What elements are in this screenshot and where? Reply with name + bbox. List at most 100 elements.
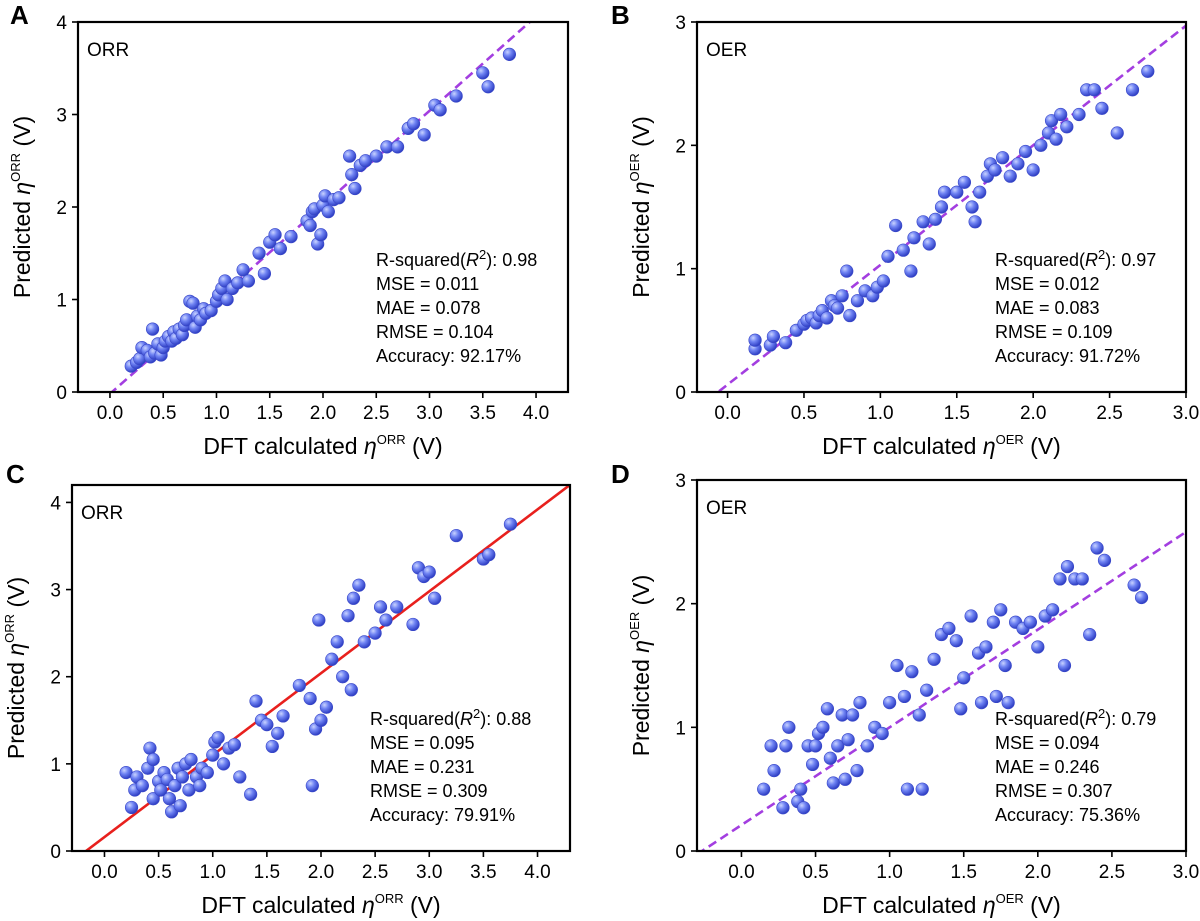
- data-point: [502, 47, 517, 61]
- data-point: [352, 578, 366, 592]
- data-point: [449, 528, 463, 543]
- dataset-label: ORR: [87, 40, 129, 61]
- data-point: [1003, 169, 1017, 183]
- data-point: [964, 609, 978, 623]
- data-point: [897, 689, 912, 704]
- x-tick-label: 3.5: [470, 403, 496, 424]
- data-point: [920, 683, 934, 697]
- stat-rmse: RMSE = 0.109: [995, 322, 1113, 342]
- data-point: [1110, 126, 1124, 140]
- plot-area: [110, 22, 532, 392]
- x-tick-label: 0.0: [97, 403, 123, 424]
- stat-rmse: RMSE = 0.104: [376, 322, 494, 342]
- y-tick-label: 2: [675, 595, 686, 616]
- data-point: [1023, 615, 1038, 629]
- x-tick-label: 2.0: [1025, 862, 1051, 883]
- data-point: [143, 741, 157, 755]
- data-point: [241, 274, 256, 288]
- data-point: [782, 720, 796, 734]
- data-point: [1057, 658, 1072, 673]
- data-point: [808, 739, 823, 753]
- panel-letter: D: [611, 459, 630, 489]
- data-point: [220, 292, 234, 307]
- data-point: [346, 591, 361, 605]
- data-point: [146, 752, 160, 767]
- data-point: [950, 185, 964, 199]
- data-point: [845, 708, 860, 722]
- y-tick-label: 0: [56, 383, 67, 404]
- data-point: [476, 66, 490, 80]
- data-point: [348, 181, 362, 196]
- data-point: [369, 149, 383, 163]
- data-point: [1125, 83, 1140, 97]
- data-point: [840, 264, 854, 278]
- data-point: [135, 779, 149, 793]
- data-point: [994, 603, 1008, 617]
- y-axis-label: Predicted ηOER (V): [627, 575, 654, 757]
- stat-accuracy: Accuracy: 92.17%: [376, 346, 521, 366]
- data-point: [896, 243, 910, 257]
- y-axis-label: Predicted ηOER (V): [627, 116, 654, 298]
- panel-letter: A: [10, 0, 29, 30]
- data-point: [831, 739, 845, 753]
- data-point: [1034, 138, 1048, 152]
- data-point: [343, 149, 357, 163]
- data-point: [907, 231, 921, 245]
- stat-r-squared: R-squared(R2): 0.79: [995, 706, 1156, 729]
- data-point: [916, 215, 930, 229]
- data-point: [968, 215, 982, 229]
- x-tick-label: 1.5: [254, 862, 280, 883]
- stat-accuracy: Accuracy: 75.36%: [995, 805, 1140, 825]
- data-point: [406, 617, 420, 632]
- data-point: [881, 249, 895, 263]
- data-point: [843, 308, 857, 323]
- data-point: [1046, 603, 1060, 617]
- data-point: [954, 702, 968, 716]
- x-tick-label: 3.0: [416, 403, 442, 424]
- data-point: [1053, 572, 1067, 586]
- data-point: [922, 237, 936, 251]
- y-axis-label: Predicted ηORR (V): [2, 577, 29, 759]
- data-point: [989, 689, 1003, 704]
- data-point: [1001, 695, 1015, 710]
- data-point: [449, 89, 463, 103]
- data-point: [766, 329, 781, 344]
- panel-b: B 0.0 0.5 1.0 1.5 2.0 2.5 3.0 0 1 2 3 DFT calculated…: [611, 0, 1199, 459]
- data-point: [303, 218, 317, 233]
- stat-accuracy: Accuracy: 79.91%: [370, 805, 515, 825]
- data-point: [314, 713, 328, 727]
- plot-area: [716, 24, 1186, 392]
- data-point: [826, 776, 840, 790]
- data-point: [974, 695, 989, 710]
- y-tick-label: 3: [56, 106, 67, 127]
- data-point: [1049, 132, 1063, 146]
- data-point: [433, 103, 447, 117]
- data-point: [268, 228, 282, 242]
- x-tick-label: 1.0: [203, 403, 229, 424]
- data-point: [998, 658, 1012, 673]
- y-tick-label: 1: [675, 260, 686, 281]
- data-point: [927, 652, 941, 666]
- data-point: [252, 246, 266, 260]
- x-tick-label: 4.0: [524, 862, 550, 883]
- x-tick-label: 0.0: [728, 862, 754, 883]
- stat-mae: MAE = 0.231: [370, 757, 475, 777]
- x-axis-label: DFT calculated ηORR (V): [201, 891, 440, 918]
- x-tick-label: 1.0: [876, 862, 902, 883]
- data-point: [249, 694, 263, 708]
- data-point: [390, 140, 405, 154]
- data-point: [1083, 627, 1097, 642]
- data-point: [303, 691, 317, 706]
- data-point: [422, 565, 436, 579]
- x-tick-label: 0.5: [791, 403, 817, 424]
- data-point: [1095, 101, 1109, 115]
- x-tick-label: 2.0: [310, 403, 336, 424]
- y-tick-label: 2: [675, 136, 686, 157]
- data-point: [482, 548, 496, 562]
- data-point: [211, 731, 225, 745]
- plot-frame: [695, 20, 1188, 394]
- x-tick-label: 1.5: [257, 403, 283, 424]
- x-tick-label: 0.5: [802, 862, 828, 883]
- data-point: [216, 757, 231, 771]
- data-point: [937, 185, 952, 199]
